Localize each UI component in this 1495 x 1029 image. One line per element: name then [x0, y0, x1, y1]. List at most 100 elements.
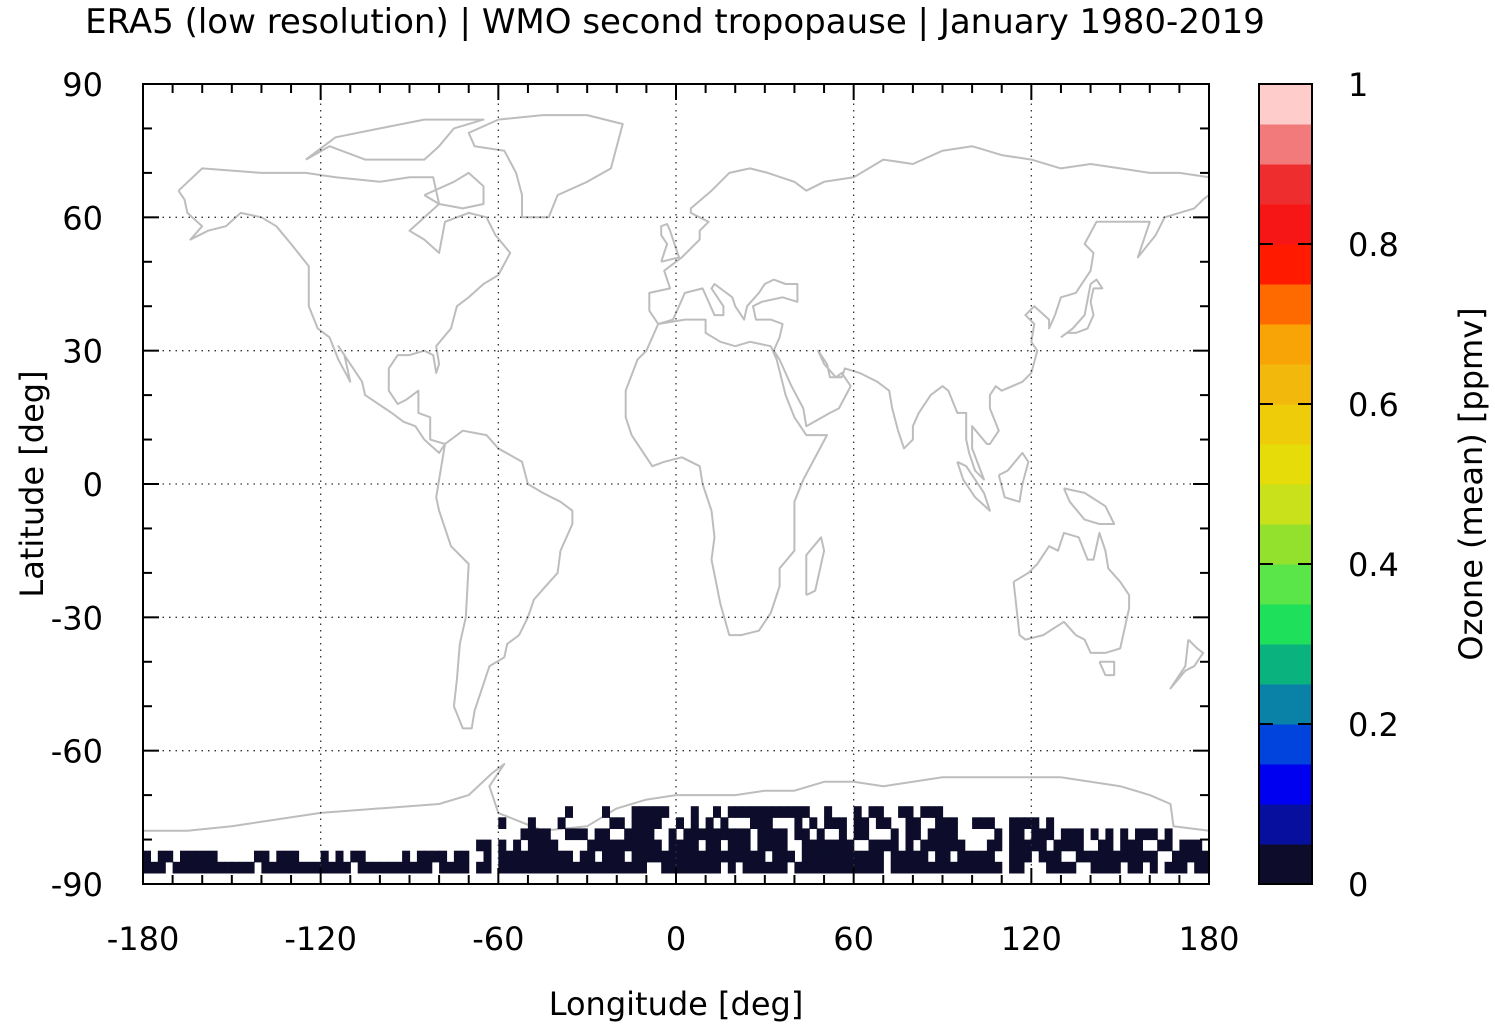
- data-cell: [505, 850, 514, 863]
- data-cell: [439, 861, 448, 874]
- data-cell: [1120, 850, 1129, 863]
- data-cell: [594, 828, 603, 841]
- data-cell: [720, 828, 729, 841]
- data-cell: [498, 817, 507, 829]
- data-cell: [779, 839, 788, 852]
- data-cell: [1038, 828, 1047, 841]
- data-cell: [994, 839, 1003, 852]
- data-cell: [631, 828, 640, 841]
- data-cell: [1016, 828, 1025, 841]
- data-cell: [801, 850, 810, 863]
- data-cell: [705, 828, 714, 841]
- coastline: [1062, 487, 1116, 525]
- data-cell: [742, 850, 751, 863]
- data-cell: [631, 839, 640, 852]
- data-cell: [1105, 850, 1114, 863]
- data-cell: [180, 861, 188, 874]
- data-cell: [957, 850, 966, 863]
- data-cell: [1009, 839, 1018, 852]
- data-cell: [1112, 861, 1121, 874]
- data-cell: [542, 839, 551, 852]
- data-cell: [920, 861, 929, 874]
- x-tick-label: -120: [284, 920, 357, 958]
- data-cell: [935, 850, 944, 863]
- data-cell: [143, 850, 151, 863]
- colorbar-band: [1259, 84, 1312, 125]
- data-cell: [1046, 850, 1055, 863]
- data-cell: [846, 839, 855, 852]
- colorbar-band: [1259, 124, 1312, 165]
- data-cell: [861, 828, 870, 841]
- data-cell: [890, 861, 899, 874]
- data-cell: [801, 861, 810, 874]
- grid-lines: [143, 84, 1209, 884]
- data-cell: [705, 850, 714, 863]
- data-cell: [609, 850, 618, 863]
- data-cell: [883, 839, 892, 852]
- data-cell: [853, 850, 862, 863]
- data-cell: [1172, 861, 1180, 874]
- data-cell: [816, 839, 825, 852]
- data-cell: [661, 861, 670, 874]
- coastline: [648, 145, 1210, 325]
- data-cell: [1105, 861, 1114, 874]
- data-cell: [868, 806, 877, 818]
- data-cell: [764, 806, 773, 818]
- data-cell: [853, 861, 862, 874]
- data-cell: [527, 817, 536, 829]
- data-cell: [1046, 861, 1055, 874]
- data-cell: [986, 861, 995, 874]
- data-cell: [750, 806, 758, 818]
- colorbar: 0 0.2 0.4 0.6 0.8 1 Ozone (mean) [ppmv]: [1258, 66, 1490, 904]
- data-cell: [631, 850, 640, 863]
- data-cell: [905, 828, 914, 841]
- data-cell: [209, 850, 218, 863]
- colorbar-band: [1259, 284, 1312, 325]
- data-cell: [631, 806, 640, 818]
- data-cell: [972, 861, 981, 874]
- data-cell: [335, 850, 344, 863]
- data-cell: [713, 839, 721, 852]
- data-cell: [276, 861, 285, 874]
- colorbar-ticks: [1259, 83, 1312, 885]
- data-cell: [735, 828, 744, 841]
- data-cell: [653, 839, 662, 852]
- data-cell: [172, 861, 181, 874]
- data-cell: [935, 806, 944, 818]
- colorbar-band: [1259, 204, 1312, 245]
- colorbar-band: [1259, 804, 1312, 845]
- data-cell: [690, 817, 699, 829]
- data-cell: [949, 861, 958, 874]
- data-cell: [757, 828, 766, 841]
- y-tick-label: 60: [62, 199, 103, 237]
- data-cell: [1046, 828, 1055, 841]
- data-cell: [542, 861, 551, 874]
- data-cell: [942, 828, 951, 841]
- data-cell: [912, 817, 921, 829]
- data-cell: [520, 850, 529, 863]
- data-cell: [313, 861, 322, 874]
- data-cell: [1135, 861, 1143, 874]
- data-cell: [483, 850, 492, 863]
- coastline: [624, 318, 828, 637]
- data-cell: [794, 828, 803, 841]
- data-cell: [690, 861, 699, 874]
- data-cell: [720, 850, 729, 863]
- data-cell: [291, 850, 300, 863]
- data-cell: [416, 850, 425, 863]
- data-cell: [779, 850, 788, 863]
- data-cell: [453, 861, 462, 874]
- data-cell: [801, 806, 810, 818]
- data-cell: [838, 817, 847, 829]
- data-cell: [920, 806, 929, 818]
- colorbar-band: [1259, 164, 1312, 205]
- colorbar-tick-label: 0.6: [1348, 386, 1399, 424]
- data-cell: [550, 839, 559, 852]
- data-cell: [557, 850, 566, 863]
- data-cell: [624, 828, 633, 841]
- coastline: [177, 167, 512, 454]
- data-cell: [1186, 850, 1195, 863]
- data-cell: [1127, 861, 1136, 874]
- data-cell: [809, 861, 818, 874]
- data-cell: [1060, 861, 1069, 874]
